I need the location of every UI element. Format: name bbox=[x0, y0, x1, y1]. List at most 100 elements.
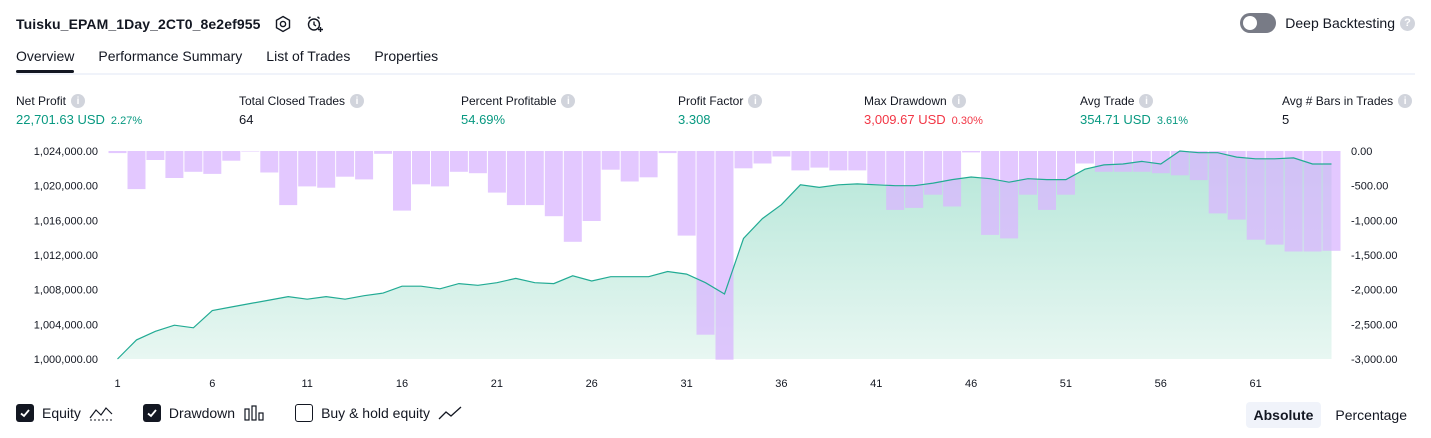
deep-backtesting: Deep Backtesting ? bbox=[1240, 13, 1415, 33]
info-icon[interactable]: i bbox=[951, 94, 966, 108]
drawdown-bar bbox=[658, 151, 677, 154]
metric-percent: 0.30% bbox=[951, 115, 983, 127]
metric-label: Net Profit bbox=[16, 94, 67, 108]
x-axis-tick: 6 bbox=[209, 378, 215, 390]
drawdown-bar bbox=[374, 151, 393, 154]
drawdown-checkbox[interactable] bbox=[142, 404, 161, 422]
metric-avg-bars: Avg # Bars in Trades i 5 bbox=[1282, 93, 1413, 127]
drawdown-bar bbox=[1208, 151, 1227, 214]
x-axis-tick: 56 bbox=[1155, 378, 1167, 390]
info-icon[interactable]: i bbox=[350, 94, 365, 108]
drawdown-bar bbox=[506, 151, 525, 206]
drawdown-bar bbox=[1019, 151, 1037, 195]
drawdown-bar bbox=[810, 151, 829, 168]
left-axis-tick: 1,004,000.00 bbox=[34, 319, 98, 331]
legend-drawdown[interactable]: Drawdown bbox=[142, 404, 265, 422]
drawdown-bar bbox=[791, 151, 810, 171]
help-icon[interactable]: ? bbox=[1400, 15, 1415, 31]
drawdown-bar bbox=[431, 151, 449, 187]
scale-mode-switch: Absolute Percentage bbox=[1240, 402, 1416, 428]
metric-label: Max Drawdown bbox=[864, 94, 947, 108]
drawdown-bar bbox=[336, 151, 355, 177]
add-alert-icon[interactable] bbox=[305, 14, 325, 34]
metric-label: Total Closed Trades bbox=[239, 94, 346, 108]
tab-overview[interactable]: Overview bbox=[16, 48, 75, 73]
drawdown-bar bbox=[734, 151, 753, 169]
tab-list-of-trades[interactable]: List of Trades bbox=[266, 48, 351, 64]
left-axis-tick: 1,020,000.00 bbox=[34, 181, 98, 193]
info-icon[interactable]: i bbox=[748, 94, 763, 108]
deep-backtesting-label: Deep Backtesting bbox=[1285, 15, 1395, 31]
drawdown-bar bbox=[1000, 151, 1019, 239]
drawdown-bar bbox=[1246, 151, 1265, 240]
right-axis-tick: -2,500.00 bbox=[1351, 319, 1397, 331]
metric-label: Percent Profitable bbox=[461, 94, 557, 108]
tab-properties[interactable]: Properties bbox=[374, 48, 439, 64]
drawdown-bar bbox=[1265, 151, 1284, 245]
drawdown-bar bbox=[525, 151, 544, 206]
drawdown-bar bbox=[222, 151, 241, 161]
left-axis-tick: 1,024,000.00 bbox=[34, 146, 98, 158]
drawdown-bar bbox=[1113, 151, 1132, 172]
metric-value: 5 bbox=[1282, 112, 1290, 127]
info-icon[interactable]: i bbox=[561, 94, 576, 108]
drawdown-bar bbox=[639, 151, 658, 178]
right-axis-tick: -500.00 bbox=[1351, 181, 1388, 193]
equity-line bbox=[117, 150, 1332, 360]
mode-absolute-button[interactable]: Absolute bbox=[1245, 402, 1322, 428]
drawdown-bar bbox=[468, 151, 487, 174]
legend-buy-hold[interactable]: Buy & hold equity bbox=[295, 404, 462, 422]
drawdown-bar bbox=[981, 151, 1000, 235]
drawdown-bar bbox=[1189, 151, 1208, 181]
drawdown-bar bbox=[241, 151, 260, 152]
metric-max-drawdown: Max Drawdown i 3,009.67 USD 0.30% bbox=[864, 93, 983, 127]
drawdown-bar bbox=[962, 151, 981, 153]
equity-line-icon bbox=[89, 405, 113, 421]
drawdown-bar bbox=[829, 151, 848, 171]
metrics-row: Net Profit i 22,701.63 USD 2.27% Total Clo… bbox=[16, 93, 1415, 133]
drawdown-bar bbox=[544, 151, 563, 217]
x-axis-tick: 51 bbox=[1060, 378, 1072, 390]
metric-label: Profit Factor bbox=[678, 94, 744, 108]
info-icon[interactable]: i bbox=[71, 94, 86, 108]
legend-label: Drawdown bbox=[168, 405, 236, 421]
mode-percentage-button[interactable]: Percentage bbox=[1335, 407, 1407, 423]
equity-area bbox=[117, 151, 1332, 359]
right-axis-tick: -1,000.00 bbox=[1351, 215, 1397, 227]
metric-value: 54.69% bbox=[461, 112, 506, 127]
left-axis-tick: 1,016,000.00 bbox=[34, 215, 98, 227]
metric-label: Avg Trade bbox=[1080, 94, 1135, 108]
drawdown-bar bbox=[298, 151, 317, 187]
drawdown-bar bbox=[753, 151, 772, 164]
drawdown-bar bbox=[184, 151, 203, 172]
legend-equity[interactable]: Equity bbox=[16, 404, 113, 422]
info-icon[interactable]: i bbox=[1139, 94, 1154, 108]
strategy-title: Tuisku_EPAM_1Day_2CT0_8e2ef955 bbox=[16, 16, 261, 32]
deep-backtesting-toggle[interactable] bbox=[1240, 13, 1277, 33]
tab-performance-summary[interactable]: Performance Summary bbox=[98, 48, 243, 64]
x-axis-tick: 21 bbox=[491, 378, 503, 390]
info-icon[interactable]: i bbox=[1398, 94, 1413, 108]
drawdown-bar bbox=[146, 151, 165, 160]
buy-hold-line-icon bbox=[438, 405, 462, 421]
metric-percent-profitable: Percent Profitable i 54.69% bbox=[461, 93, 576, 127]
drawdown-bar bbox=[487, 151, 506, 193]
drawdown-bar bbox=[1094, 151, 1113, 172]
drawdown-bar bbox=[260, 151, 279, 173]
drawdown-bar bbox=[696, 151, 715, 335]
drawdown-bar bbox=[867, 151, 886, 185]
equity-checkbox[interactable] bbox=[16, 404, 34, 422]
strategy-header: Tuisku_EPAM_1Day_2CT0_8e2ef955 bbox=[16, 14, 325, 34]
left-axis-tick: 1,008,000.00 bbox=[34, 285, 98, 297]
drawdown-bar bbox=[1057, 151, 1075, 195]
tab-bar: Overview Performance Summary List of Tra… bbox=[16, 48, 462, 73]
equity-drawdown-chart[interactable]: 1,024,000.00 1,020,000.00 1,016,000.00 1,01… bbox=[0, 140, 1431, 398]
drawdown-bar bbox=[848, 151, 867, 171]
metric-label: Avg # Bars in Trades bbox=[1282, 94, 1394, 108]
drawdown-bar bbox=[165, 151, 184, 178]
drawdown-bar bbox=[355, 151, 374, 180]
metric-value: 3.308 bbox=[678, 112, 711, 127]
buy-hold-checkbox[interactable] bbox=[295, 404, 314, 422]
metric-profit-factor: Profit Factor i 3.308 bbox=[678, 93, 763, 127]
settings-icon[interactable] bbox=[273, 14, 293, 34]
